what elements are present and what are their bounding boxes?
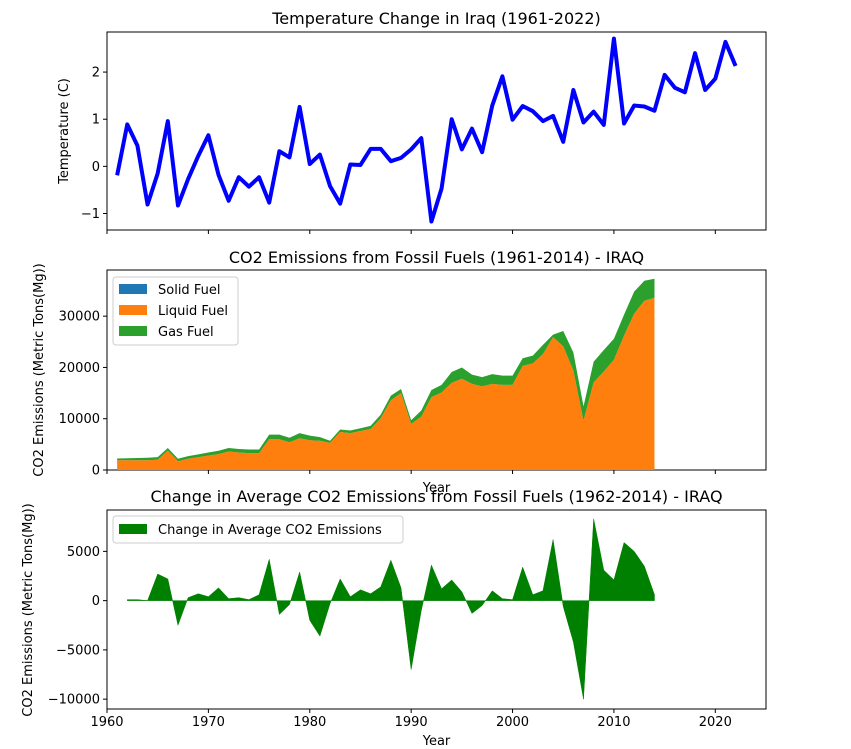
y-tick-label: 5000: [67, 545, 100, 560]
legend-swatch-solid-fuel: [119, 284, 147, 294]
temperature-panel: Temperature Change in Iraq (1961-2022) T…: [57, 9, 767, 234]
co2-xlabel: Year: [422, 481, 451, 496]
co2-emissions-panel: CO2 Emissions from Fossil Fuels (1961-20…: [32, 248, 767, 496]
legend-label-liquid-fuel: Liquid Fuel: [158, 304, 228, 319]
temperature-title: Temperature Change in Iraq (1961-2022): [271, 9, 601, 28]
temperature-ticks: −1 0 1 2: [81, 66, 716, 234]
co2-change-panel: Change in Average CO2 Emissions from Fos…: [21, 487, 767, 749]
change-legend-box: [112, 515, 404, 544]
change-legend: Change in Average CO2 Emissions: [112, 515, 404, 544]
y-tick-label: 0: [92, 160, 100, 175]
co2-ylabel: CO2 Emissions (Metric Tons(Mg)): [32, 263, 47, 476]
x-tick-label: 2020: [699, 715, 732, 730]
y-tick-label: 10000: [59, 412, 100, 427]
legend-swatch-gas-fuel: [119, 326, 147, 336]
area-liquid-fuel: [117, 297, 655, 470]
temperature-ylabel: Temperature (C): [57, 78, 72, 185]
change-axes-frame: [106, 509, 767, 710]
change-title: Change in Average CO2 Emissions from Fos…: [150, 487, 722, 506]
y-tick-label: −1: [81, 207, 100, 222]
y-tick-label: 30000: [59, 310, 100, 325]
y-tick-label: −5000: [56, 643, 100, 658]
legend-swatch-change: [119, 524, 147, 534]
legend-label-gas-fuel: Gas Fuel: [158, 325, 214, 340]
temperature-axes-frame: [106, 31, 767, 231]
y-tick-label: 0: [92, 464, 100, 479]
y-tick-label: −10000: [48, 693, 100, 708]
y-tick-label: 0: [92, 594, 100, 609]
x-tick-label: 2000: [496, 715, 529, 730]
co2-ticks: 0 10000 20000 30000: [59, 310, 716, 479]
y-tick-label: 20000: [59, 361, 100, 376]
co2-area-group: [117, 278, 655, 470]
change-xlabel: Year: [422, 734, 451, 749]
x-tick-label: 1980: [293, 715, 326, 730]
temperature-line: [115, 36, 738, 224]
change-area: [127, 518, 655, 700]
y-tick-label: 1: [92, 113, 100, 128]
legend-swatch-liquid-fuel: [119, 305, 147, 315]
legend-label-solid-fuel: Solid Fuel: [158, 283, 220, 298]
co2-title: CO2 Emissions from Fossil Fuels (1961-20…: [229, 248, 644, 267]
change-area-group: [127, 518, 655, 700]
x-tick-label: 1960: [90, 715, 123, 730]
legend-label-change: Change in Average CO2 Emissions: [158, 523, 382, 538]
x-tick-label: 2010: [597, 715, 630, 730]
x-tick-label: 1970: [192, 715, 225, 730]
x-tick-label: 1990: [395, 715, 428, 730]
y-tick-label: 2: [92, 66, 100, 81]
temperature-line-group: [115, 36, 738, 224]
change-ticks: −10000 −5000 0 5000 1960 1970 1980 1990 2000 2010…: [48, 545, 732, 730]
co2-legend: Solid Fuel Liquid Fuel Gas Fuel: [112, 276, 239, 346]
change-ylabel: CO2 Emissions (Metric Tons(Mg)): [21, 503, 36, 716]
